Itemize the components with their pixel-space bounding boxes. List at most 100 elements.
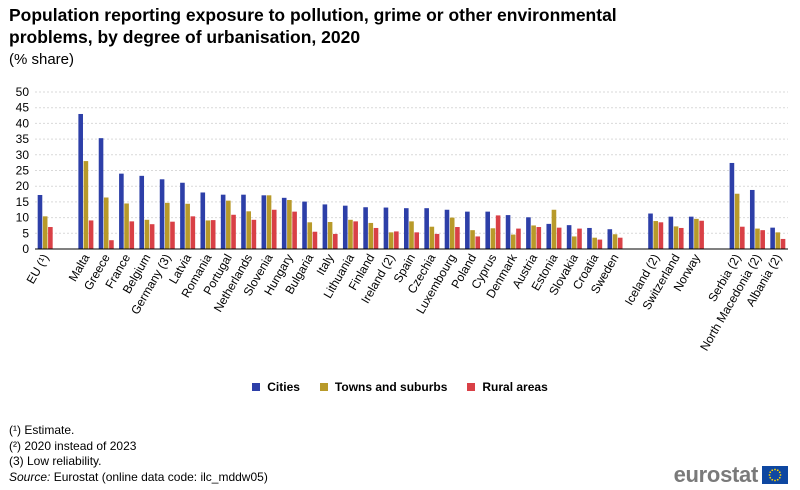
bar-towns <box>287 200 292 249</box>
bar-cities <box>241 194 246 249</box>
legend-label-towns: Towns and suburbs <box>334 380 448 394</box>
footnote-reliability: (3) Low reliability. <box>9 454 102 468</box>
bar-rural <box>190 216 196 249</box>
bar-towns <box>409 221 414 249</box>
bar-rural <box>332 233 338 249</box>
flag-star-icon <box>769 476 772 479</box>
y-tick-label: 45 <box>16 101 30 115</box>
bar-cities <box>465 211 470 249</box>
bar-rural <box>597 239 603 249</box>
chart-title: Population reporting exposure to polluti… <box>9 5 617 47</box>
flag-star-icon <box>769 471 772 474</box>
footnote-estimate: (¹) Estimate. <box>9 423 75 437</box>
legend-swatch-rural <box>467 383 476 391</box>
flag-star-icon <box>774 479 776 482</box>
bar-towns <box>470 230 475 249</box>
bar-towns <box>42 216 48 249</box>
bar-towns <box>103 197 109 249</box>
y-tick-label: 25 <box>16 164 30 178</box>
bar-cities <box>37 194 43 249</box>
bar-cities <box>159 179 165 249</box>
bar-cities <box>526 217 531 249</box>
y-tick-label: 35 <box>16 132 30 146</box>
bar-cities <box>404 208 409 249</box>
bar-towns <box>83 161 89 249</box>
bar-rural <box>434 233 440 249</box>
bar-cities <box>383 207 389 249</box>
bar-towns <box>531 225 536 249</box>
bar-towns <box>266 195 272 249</box>
bar-rural <box>210 220 216 249</box>
flag-star-icon <box>778 471 781 474</box>
bar-cities <box>566 225 572 249</box>
flag-star-icon <box>771 478 774 481</box>
flag-star-icon <box>776 469 779 472</box>
bar-towns <box>572 236 577 249</box>
legend: Cities Towns and suburbs Rural areas <box>0 380 800 394</box>
legend-label-rural: Rural areas <box>482 380 548 394</box>
bar-cities <box>546 223 552 249</box>
bar-rural <box>780 238 786 249</box>
y-tick-label: 0 <box>22 242 29 256</box>
bar-cities <box>587 227 592 249</box>
bar-towns <box>327 222 333 249</box>
bar-rural <box>394 231 399 249</box>
bar-cities <box>444 209 450 249</box>
bar-rural <box>129 221 135 249</box>
bar-rural <box>699 220 704 249</box>
y-tick-label: 10 <box>16 211 30 225</box>
bar-towns <box>388 232 394 249</box>
bar-cities <box>180 182 185 249</box>
bar-rural <box>516 228 521 249</box>
bar-cities <box>648 213 653 249</box>
bar-cities <box>485 211 491 249</box>
bar-rural <box>353 221 358 249</box>
bar-towns <box>673 226 679 249</box>
bar-towns <box>612 234 618 249</box>
bar-rural <box>760 230 765 249</box>
bar-rural <box>740 226 745 249</box>
flag-star-icon <box>768 474 771 476</box>
bar-towns <box>694 218 699 249</box>
bar-towns <box>490 228 496 249</box>
bar-cities <box>322 204 328 249</box>
bar-towns <box>755 228 760 249</box>
eu-flag-icon <box>762 466 788 484</box>
bar-towns <box>429 226 435 249</box>
gridlines <box>35 91 788 234</box>
bar-rural <box>170 221 175 249</box>
bar-rural <box>556 227 562 249</box>
legend-item-towns: Towns and suburbs <box>319 380 448 394</box>
footnote-year: (²) 2020 instead of 2023 <box>9 438 137 453</box>
y-tick-label: 50 <box>16 85 30 99</box>
bar-cities <box>770 227 775 249</box>
bar-rural <box>149 224 155 249</box>
logo-text: eurostat <box>673 462 759 487</box>
bar-towns <box>510 234 516 249</box>
bar-towns <box>144 219 150 249</box>
bar-cities <box>220 194 226 249</box>
legend-label-cities: Cities <box>267 380 300 394</box>
y-tick-label: 40 <box>16 116 30 130</box>
bar-rural <box>455 227 460 249</box>
legend-swatch-towns <box>319 383 328 391</box>
bar-cities <box>363 207 368 249</box>
bar-cities <box>342 205 348 249</box>
bar-rural <box>88 220 94 249</box>
bar-rural <box>271 209 277 249</box>
bar-rural <box>678 227 684 249</box>
bar-towns <box>592 237 597 249</box>
bar-rural <box>658 222 664 249</box>
bar-towns <box>734 193 740 249</box>
bar-rural <box>231 214 236 249</box>
flag-star-icon <box>776 478 779 481</box>
bar-towns <box>246 211 251 249</box>
bar-towns <box>551 209 557 249</box>
bar-cities <box>668 216 674 249</box>
y-tick-label: 15 <box>16 195 30 209</box>
bar-cities <box>607 229 613 249</box>
bar-towns <box>368 222 374 249</box>
bar-cities <box>302 201 307 249</box>
